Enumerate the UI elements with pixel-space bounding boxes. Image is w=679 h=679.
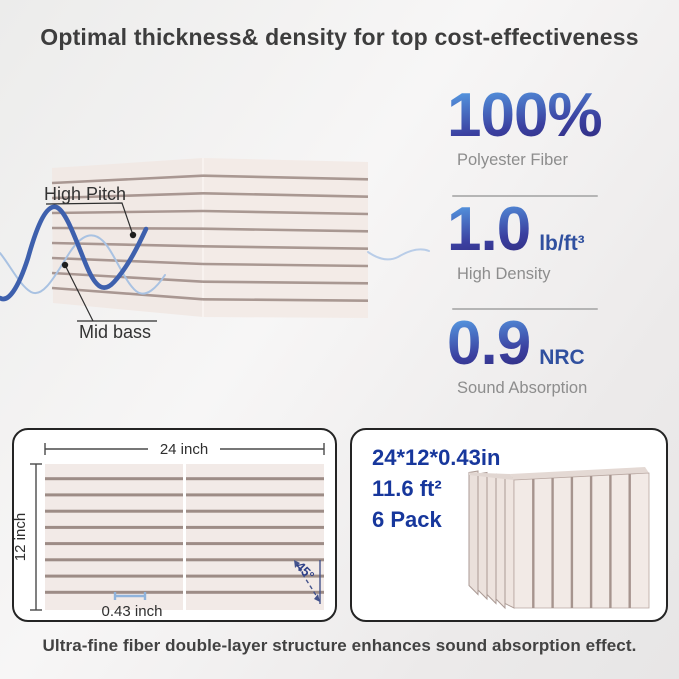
dimension-diagram: 24 inch 12 inch 0.43 inch 45° [14, 439, 325, 620]
stats-divider-1 [452, 195, 598, 197]
mid-bass-point [61, 261, 69, 269]
dimension-diagram-box: 24 inch 12 inch 0.43 inch 45° [12, 428, 337, 622]
high-pitch-wave [0, 204, 149, 302]
stat-nrc-unit: NRC [539, 346, 585, 369]
panel-stack-illustration [468, 467, 650, 610]
panel-right-half [203, 158, 368, 318]
diagram-panel-right [186, 464, 324, 610]
panel-grooves-right [202, 174, 369, 302]
stat-polyester-value: 100% [447, 81, 603, 150]
height-label: 12 inch [14, 513, 29, 561]
attenuated-exit-wave [367, 248, 430, 261]
stat-nrc: 0.9 NRC Sound Absorption [447, 312, 672, 398]
pack-info-box: 24*12*0.43in 11.6 ft² 6 Pack [350, 428, 668, 622]
height-dimension-line [30, 463, 42, 611]
stack-top-face-back [469, 472, 514, 480]
pack-size-line: 24*12*0.43in [372, 445, 501, 470]
stat-density-unit: lb/ft³ [539, 232, 585, 255]
mid-bass-label: Mid bass [79, 322, 151, 342]
stat-polyester: 100% Polyester Fiber [447, 84, 672, 170]
stats-divider-2 [452, 308, 598, 310]
stat-density: 1.0 lb/ft³ High Density [447, 198, 672, 284]
pack-count-line: 6 Pack [372, 507, 442, 532]
stack-front-grooves [532, 474, 631, 608]
stack-back-panels [468, 470, 515, 610]
thickness-marker [113, 592, 147, 600]
stack-front-panel [513, 472, 650, 609]
high-pitch-label: High Pitch [44, 184, 126, 204]
stat-polyester-label: Polyester Fiber [457, 151, 568, 169]
page-title: Optimal thickness& density for top cost-… [40, 24, 639, 50]
high-pitch-leader-line [45, 202, 134, 236]
stat-nrc-value: 0.9 [447, 309, 531, 378]
thickness-label: 0.43 inch [102, 603, 163, 620]
wave-panel-illustration: High Pitch Mid bass [0, 158, 430, 342]
pack-spec-text: 24*12*0.43in 11.6 ft² 6 Pack [372, 442, 500, 535]
diagram-grooves [45, 477, 324, 594]
stat-density-value: 1.0 [447, 195, 531, 264]
stat-nrc-label: Sound Absorption [457, 379, 588, 397]
bottom-caption: Ultra-fine fiber double-layer structure … [42, 636, 637, 655]
width-label-backing [148, 439, 220, 457]
pack-area-line: 11.6 ft² [372, 476, 442, 501]
diagram-panel-left [45, 464, 183, 610]
mid-bass-wave [0, 234, 166, 295]
width-label: 24 inch [160, 441, 208, 458]
mid-bass-leader-line [64, 264, 94, 322]
stack-top-face [510, 467, 649, 480]
stat-density-label: High Density [457, 265, 551, 283]
high-pitch-point [129, 231, 137, 239]
